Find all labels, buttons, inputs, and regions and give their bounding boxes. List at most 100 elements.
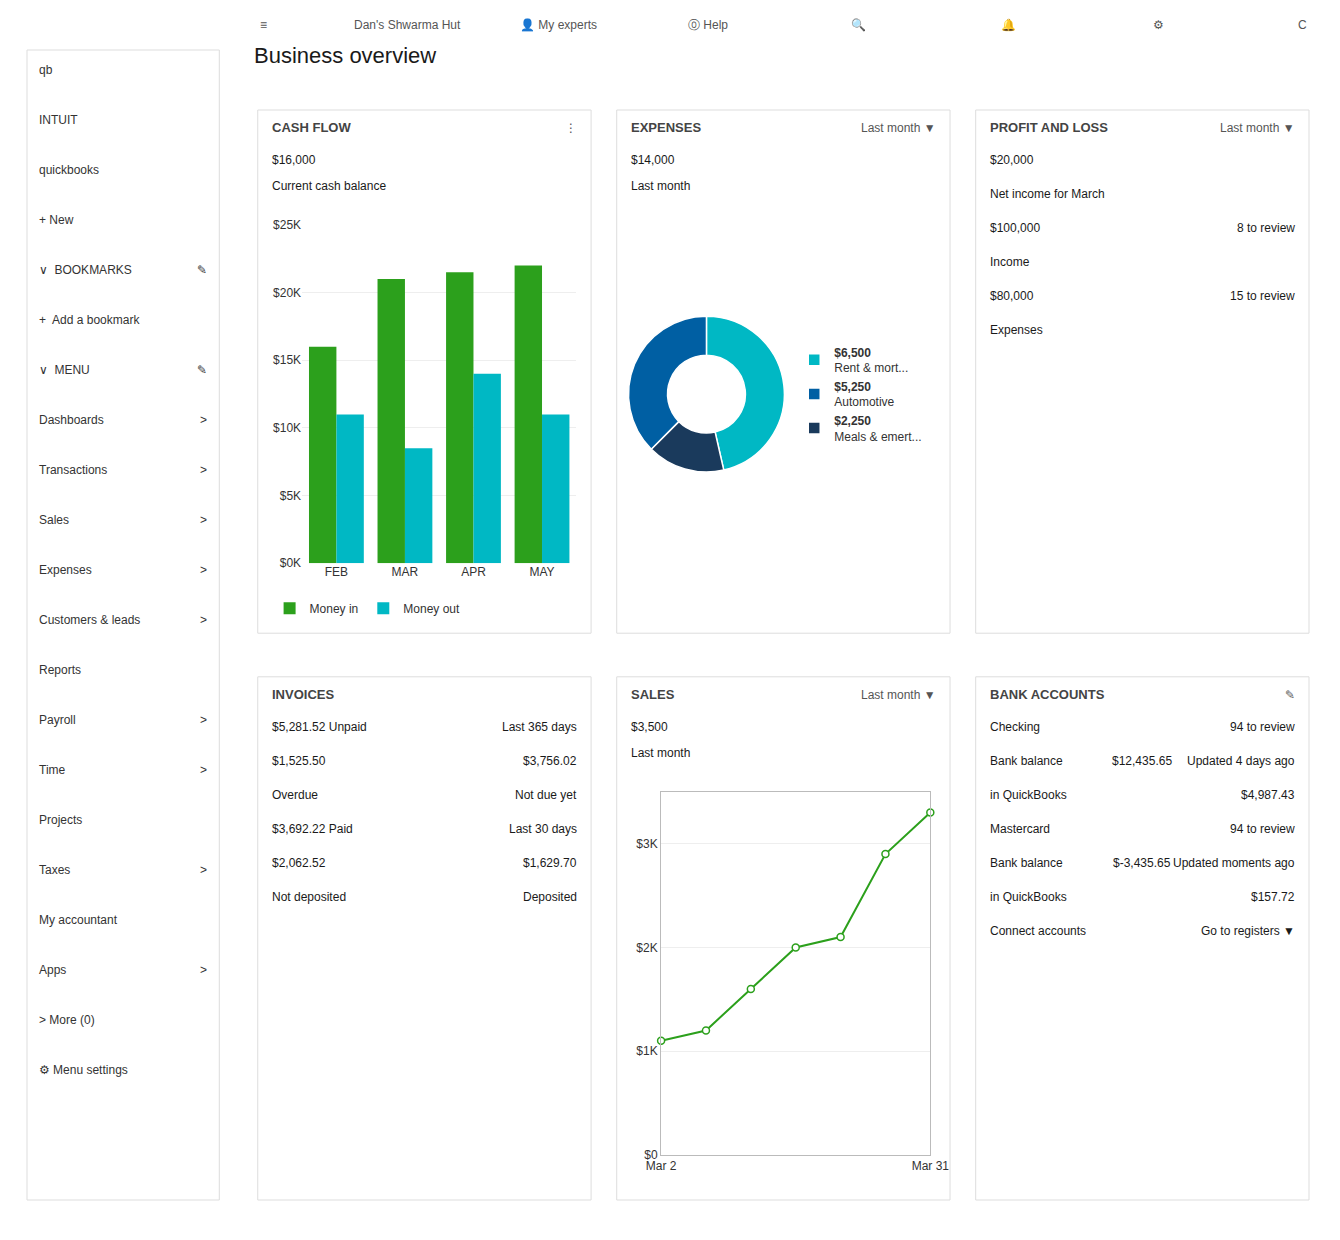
svg-text:Updated moments ago: Updated moments ago [1173,856,1295,870]
svg-text:$15K: $15K [273,353,301,367]
svg-text:$2K: $2K [636,941,657,955]
svg-text:⚙ Menu settings: ⚙ Menu settings [39,1063,128,1077]
svg-text:>: > [200,713,207,727]
svg-text:C: C [1298,18,1307,32]
svg-text:My accountant: My accountant [39,913,118,927]
svg-text:+ Add a bookmark: + Add a bookmark [39,313,140,327]
svg-text:Last month: Last month [631,746,690,760]
svg-text:Dashboards: Dashboards [39,413,104,427]
svg-text:$5,281.52 Unpaid: $5,281.52 Unpaid [272,720,367,734]
svg-text:Mar 2: Mar 2 [646,1159,677,1173]
svg-text:⋮: ⋮ [565,121,577,135]
svg-text:$0K: $0K [280,556,301,570]
svg-text:👤 My experts: 👤 My experts [520,18,597,32]
svg-text:$5K: $5K [280,489,301,503]
svg-text:Updated 4 days ago: Updated 4 days ago [1187,754,1295,768]
svg-text:$16,000: $16,000 [272,153,316,167]
svg-text:🔔: 🔔 [1001,18,1016,32]
svg-text:FEB: FEB [325,565,348,579]
svg-text:$25K: $25K [273,218,301,232]
svg-text:Connect accounts: Connect accounts [990,924,1086,938]
svg-text:$5,250Automotive: $5,250Automotive [834,380,894,410]
svg-text:Transactions: Transactions [39,463,107,477]
svg-text:Expenses: Expenses [990,323,1043,337]
svg-text:Customers & leads: Customers & leads [39,613,140,627]
svg-text:∨ MENU: ∨ MENU [39,363,90,377]
svg-text:APR: APR [461,565,486,579]
svg-text:Last 30 days: Last 30 days [509,822,577,836]
svg-text:CASH FLOW: CASH FLOW [272,120,351,135]
svg-text:Sales: Sales [39,513,69,527]
svg-text:$10K: $10K [273,421,301,435]
svg-text:INVOICES: INVOICES [272,687,334,702]
svg-text:$3,756.02: $3,756.02 [523,754,577,768]
svg-text:$4,987.43: $4,987.43 [1241,788,1295,802]
svg-text:Not deposited: Not deposited [272,890,346,904]
svg-text:>: > [200,763,207,777]
svg-text:>: > [200,863,207,877]
svg-text:>: > [200,613,207,627]
svg-text:Time: Time [39,763,66,777]
svg-text:94 to review: 94 to review [1230,720,1295,734]
svg-text:quickbooks: quickbooks [39,163,99,177]
svg-text:Apps: Apps [39,963,66,977]
svg-text:Last month: Last month [631,179,690,193]
svg-text:$3,692.22 Paid: $3,692.22 Paid [272,822,353,836]
svg-text:⚙: ⚙ [1153,18,1164,32]
svg-text:$14,000: $14,000 [631,153,675,167]
svg-text:Bank balance: Bank balance [990,856,1063,870]
svg-text:$20,000: $20,000 [990,153,1034,167]
svg-text:Income: Income [990,255,1030,269]
svg-text:≡: ≡ [260,18,267,32]
svg-text:8 to review: 8 to review [1237,221,1295,235]
svg-text:$3,500: $3,500 [631,720,668,734]
svg-text:>: > [200,563,207,577]
svg-text:✎: ✎ [197,263,207,277]
svg-text:INTUIT: INTUIT [39,113,78,127]
svg-text:+ New: + New [39,213,74,227]
svg-text:Last month ▼: Last month ▼ [861,121,936,135]
svg-text:qb: qb [39,63,53,77]
svg-text:Last month ▼: Last month ▼ [1220,121,1295,135]
svg-text:Dan's Shwarma Hut: Dan's Shwarma Hut [354,18,461,32]
svg-text:Overdue: Overdue [272,788,318,802]
svg-text:BANK ACCOUNTS: BANK ACCOUNTS [990,687,1105,702]
svg-text:Last 365 days: Last 365 days [502,720,577,734]
svg-text:MAR: MAR [392,565,419,579]
svg-text:✎: ✎ [197,363,207,377]
svg-text:Go to registers ▼: Go to registers ▼ [1201,924,1295,938]
svg-text:$157.72: $157.72 [1251,890,1295,904]
svg-text:$0: $0 [644,1148,658,1162]
svg-text:Expenses: Expenses [39,563,92,577]
svg-text:$3K: $3K [636,837,657,851]
svg-text:15 to review: 15 to review [1230,289,1295,303]
svg-text:PROFIT AND LOSS: PROFIT AND LOSS [990,120,1108,135]
svg-text:✎: ✎ [1285,688,1295,702]
svg-text:$80,000: $80,000 [990,289,1034,303]
svg-text:Last month ▼: Last month ▼ [861,688,936,702]
svg-text:∨ BOOKMARKS: ∨ BOOKMARKS [39,263,132,277]
svg-text:EXPENSES: EXPENSES [631,120,701,135]
svg-text:$12,435.65: $12,435.65 [1112,754,1172,768]
svg-text:>: > [200,963,207,977]
svg-text:Mastercard: Mastercard [990,822,1050,836]
svg-text:$1K: $1K [636,1044,657,1058]
svg-text:$1,525.50: $1,525.50 [272,754,326,768]
svg-text:Taxes: Taxes [39,863,70,877]
svg-text:$6,500Rent & mort...: $6,500Rent & mort... [834,346,908,376]
svg-text:$-3,435.65: $-3,435.65 [1113,856,1171,870]
svg-text:Money out: Money out [403,602,460,616]
svg-text:SALES: SALES [631,687,675,702]
svg-text:⓪ Help: ⓪ Help [688,18,728,32]
svg-text:$2,062.52: $2,062.52 [272,856,326,870]
svg-text:$2,250Meals & emert...: $2,250Meals & emert... [834,414,921,444]
svg-text:Current cash balance: Current cash balance [272,179,386,193]
svg-text:in QuickBooks: in QuickBooks [990,890,1067,904]
svg-text:$1,629.70: $1,629.70 [523,856,577,870]
svg-text:Mar 31: Mar 31 [912,1159,950,1173]
svg-text:in QuickBooks: in QuickBooks [990,788,1067,802]
svg-text:MAY: MAY [529,565,554,579]
svg-text:> More (0): > More (0) [39,1013,95,1027]
svg-text:>: > [200,463,207,477]
svg-text:Money in: Money in [310,602,359,616]
